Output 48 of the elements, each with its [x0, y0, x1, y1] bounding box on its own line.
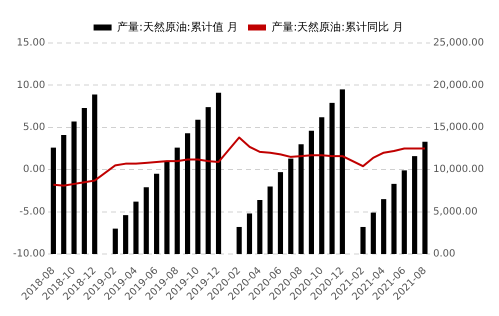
bar: [174, 148, 180, 254]
bar: [50, 148, 56, 254]
bar: [298, 144, 304, 254]
bar: [278, 172, 284, 254]
y2-tick-label: 25,000.00: [433, 38, 484, 49]
bar: [154, 174, 160, 254]
y-tick-label: -5.00: [19, 206, 46, 218]
bar: [133, 202, 139, 254]
bar: [381, 199, 386, 254]
bar: [370, 212, 376, 254]
bar: [71, 121, 77, 254]
y-tick-label: 5.00: [22, 122, 46, 133]
bar: [82, 108, 87, 254]
bar: [422, 142, 428, 254]
bar: [412, 156, 418, 254]
bar: [391, 184, 397, 254]
bar: [360, 226, 366, 254]
bar: [206, 107, 211, 254]
bar: [112, 228, 118, 254]
bar: [61, 134, 66, 254]
y-tick-label: 0.00: [22, 164, 46, 176]
y2-tick-label: 5,000.00: [433, 206, 478, 218]
bar: [164, 162, 170, 254]
bar: [329, 102, 335, 254]
bar: [144, 187, 149, 254]
bar: [236, 226, 242, 254]
y2-tick-label: 20,000.00: [433, 80, 484, 91]
y-tick-label: 10.00: [16, 80, 46, 91]
bar: [123, 215, 128, 254]
y2-tick-label: 0.00: [433, 248, 456, 260]
bar: [216, 92, 222, 254]
bar: [195, 120, 200, 254]
bar: [184, 133, 190, 254]
bar: [288, 158, 294, 254]
legend-label: 产量:天然原油:累计同比 月: [272, 20, 404, 34]
y-tick-label: 15.00: [16, 38, 46, 49]
bar: [319, 117, 324, 254]
y2-tick-label: 15,000.00: [433, 122, 484, 133]
y2-tick-label: 10,000.00: [433, 164, 484, 176]
bar: [246, 213, 252, 254]
bar: [340, 89, 345, 254]
bar: [92, 94, 98, 254]
bar: [257, 200, 262, 254]
legend-label: 产量:天然原油:累计值 月: [117, 20, 238, 34]
bar: [308, 130, 314, 254]
y-tick-label: -10.00: [12, 248, 46, 260]
bar: [402, 170, 407, 254]
bar: [268, 186, 273, 254]
